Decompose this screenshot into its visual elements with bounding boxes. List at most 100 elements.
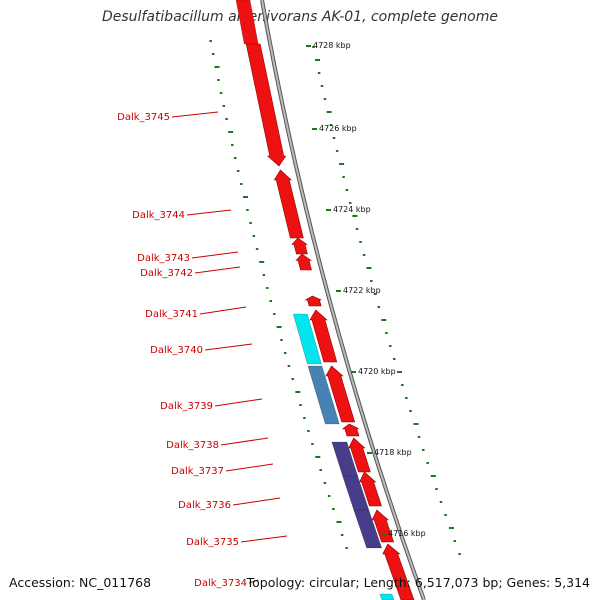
gene-labels: Dalk_3745 Dalk_3744 Dalk_3743 Dalk_3742 Dalk…	[117, 111, 288, 589]
gene-label-leader	[240, 535, 288, 543]
gc-tick	[401, 384, 404, 386]
gene-label-leader	[171, 111, 219, 118]
gc-tick	[366, 267, 372, 269]
gene-label-leader	[214, 398, 263, 407]
gene-arrow	[295, 253, 312, 271]
gene-block-cyan	[379, 593, 395, 600]
scale-label: 4724 kbp	[333, 205, 371, 214]
gc-tick	[311, 443, 314, 445]
gene-label-dalk_3735: Dalk_3735	[186, 537, 239, 548]
scale-label: 4726 kbp	[319, 124, 357, 133]
gc-tick	[320, 85, 324, 87]
gc-tick	[243, 196, 249, 198]
gene-arrow	[382, 543, 415, 600]
gene-label-dalk_3739: Dalk_3739	[160, 401, 213, 412]
gc-tick	[246, 209, 249, 211]
gc-tick	[355, 228, 359, 230]
gc-tick	[373, 293, 377, 295]
gc-tick	[392, 358, 396, 360]
gene-arrow	[304, 295, 322, 307]
gc-tick	[211, 53, 215, 55]
gc-tick	[377, 306, 380, 308]
gc-tick	[287, 365, 291, 367]
gene-label-dalk_3743: Dalk_3743	[137, 253, 190, 264]
gene-label-dalk_3737: Dalk_3737	[171, 466, 224, 477]
scale-label: 4722 kbp	[343, 286, 381, 295]
gene-label-dalk_3744: Dalk_3744	[132, 210, 185, 221]
gc-tick	[222, 105, 226, 107]
scale-tick	[312, 128, 317, 130]
gc-tick	[255, 248, 259, 250]
gc-tick	[231, 144, 234, 146]
gc-tick	[236, 170, 240, 172]
scale-tick	[326, 209, 331, 211]
scale-tick	[336, 290, 341, 292]
gc-tick	[417, 436, 421, 438]
gc-tick	[291, 378, 294, 380]
gene-label-leader	[225, 463, 274, 472]
gc-tick	[430, 475, 436, 477]
gc-tick	[332, 508, 335, 510]
gc-tick	[249, 222, 252, 224]
gc-tick	[422, 449, 425, 451]
gc-tick	[239, 183, 243, 185]
gene-arrow	[309, 309, 338, 363]
scale-tick	[367, 452, 372, 454]
gene-label-leader	[248, 579, 259, 584]
gc-tick	[335, 150, 339, 152]
scale-tick	[381, 533, 386, 535]
genome-backbone	[260, 0, 426, 600]
gc-tick	[323, 482, 327, 484]
gene-label-leader	[199, 306, 247, 315]
gene-label-leader	[194, 266, 241, 274]
gc-tick	[444, 514, 447, 516]
gene-block-steelblue	[307, 365, 340, 425]
gc-tick	[319, 469, 322, 471]
gc-tick	[276, 326, 282, 328]
gc-tick	[435, 488, 438, 490]
gc-tick	[315, 456, 321, 458]
gc-tick	[269, 300, 272, 302]
gene-arrow	[291, 237, 308, 255]
gc-tick	[336, 521, 342, 523]
gc-tick	[317, 72, 321, 74]
gc-tick	[453, 540, 457, 542]
gene-label-dalk_3740: Dalk_3740	[150, 345, 203, 356]
gc-tick	[209, 40, 212, 42]
gene-block-cyan	[292, 313, 322, 365]
gc-tick	[259, 261, 265, 263]
gc-tick	[303, 417, 306, 419]
gc-tick	[385, 332, 388, 334]
gc-tick	[327, 495, 331, 497]
gc-tick	[283, 352, 287, 354]
gc-tick	[362, 254, 366, 256]
gc-tick	[381, 319, 387, 321]
gc-tick	[413, 423, 419, 425]
gc-tick	[299, 404, 302, 406]
gene-arrow	[273, 169, 304, 239]
gc-tick	[439, 501, 443, 503]
gc-tick	[458, 553, 461, 555]
gc-tick	[252, 235, 256, 237]
gc-tick	[370, 280, 373, 282]
gc-tick	[340, 534, 344, 536]
gene-arrow	[371, 509, 395, 543]
gene-arrow	[245, 43, 287, 167]
gc-tick	[307, 430, 310, 432]
scale-label: 4720 kbp	[358, 367, 396, 376]
scale-label: 4718 kbp	[374, 448, 412, 457]
gc-tick	[266, 287, 269, 289]
gc-tick	[233, 157, 237, 159]
gc-skew-ticks	[209, 40, 461, 555]
gene-label-dalk_3742: Dalk_3742	[140, 268, 193, 279]
gc-tick	[225, 118, 228, 120]
gc-tick	[329, 124, 333, 126]
gene-arrow	[235, 0, 259, 45]
map-title: Desulfatibacillum alkenivorans AK-01, co…	[101, 9, 499, 25]
gc-tick	[228, 131, 234, 133]
gc-tick	[332, 137, 336, 139]
backbone-line	[260, 0, 426, 600]
gc-tick	[273, 313, 276, 315]
gene-arrow	[359, 471, 382, 507]
